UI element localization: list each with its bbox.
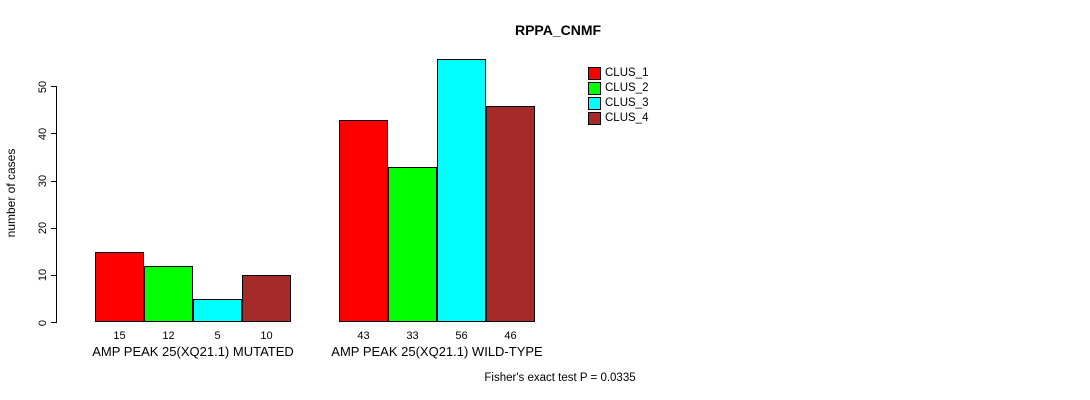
y-axis-tick — [51, 133, 57, 135]
legend-swatch — [588, 82, 601, 95]
y-axis-tick — [51, 322, 57, 323]
y-tick-label: 20 — [37, 222, 49, 235]
legend-swatch — [588, 112, 601, 125]
group-label: AMP PEAK 25(XQ21.1) MUTATED — [92, 344, 294, 359]
bar-value-label: 10 — [260, 329, 273, 342]
y-tick-label: 40 — [37, 127, 49, 141]
y-tick-label: 10 — [37, 269, 49, 282]
bar-value-label: 46 — [504, 329, 517, 342]
legend-swatch — [588, 67, 601, 80]
legend-label: CLUS_4 — [605, 112, 649, 124]
bar-value-label: 43 — [357, 329, 370, 342]
bar — [144, 265, 193, 323]
bar — [388, 166, 437, 323]
chart-title: RPPA_CNMF — [514, 22, 602, 38]
bar-value-label: 56 — [455, 329, 468, 342]
bar-value-label: 12 — [162, 329, 175, 342]
bar — [486, 105, 535, 323]
bar-value-label: 5 — [214, 329, 221, 342]
y-axis-line — [56, 86, 57, 323]
bar — [437, 58, 486, 323]
group-label: AMP PEAK 25(XQ21.1) WILD-TYPE — [331, 344, 543, 359]
footer-note: Fisher's exact test P = 0.0335 — [484, 372, 636, 384]
bar — [242, 275, 291, 323]
y-tick-label: 30 — [37, 174, 49, 188]
bar — [339, 119, 388, 323]
bar-value-label: 33 — [406, 329, 419, 342]
bar — [193, 298, 242, 323]
bar — [95, 251, 144, 323]
y-axis-tick — [51, 86, 57, 88]
y-axis-tick — [51, 180, 57, 182]
y-tick-label: 0 — [37, 319, 49, 326]
legend-label: CLUS_3 — [605, 97, 649, 109]
legend-label: CLUS_1 — [605, 67, 649, 79]
y-axis-tick — [51, 274, 57, 276]
legend-label: CLUS_2 — [605, 82, 649, 94]
legend-swatch — [588, 97, 601, 110]
y-axis-title: number of cases — [4, 148, 18, 238]
bar-value-label: 15 — [113, 329, 126, 342]
y-axis-tick — [51, 227, 57, 229]
y-tick-label: 50 — [37, 80, 49, 93]
